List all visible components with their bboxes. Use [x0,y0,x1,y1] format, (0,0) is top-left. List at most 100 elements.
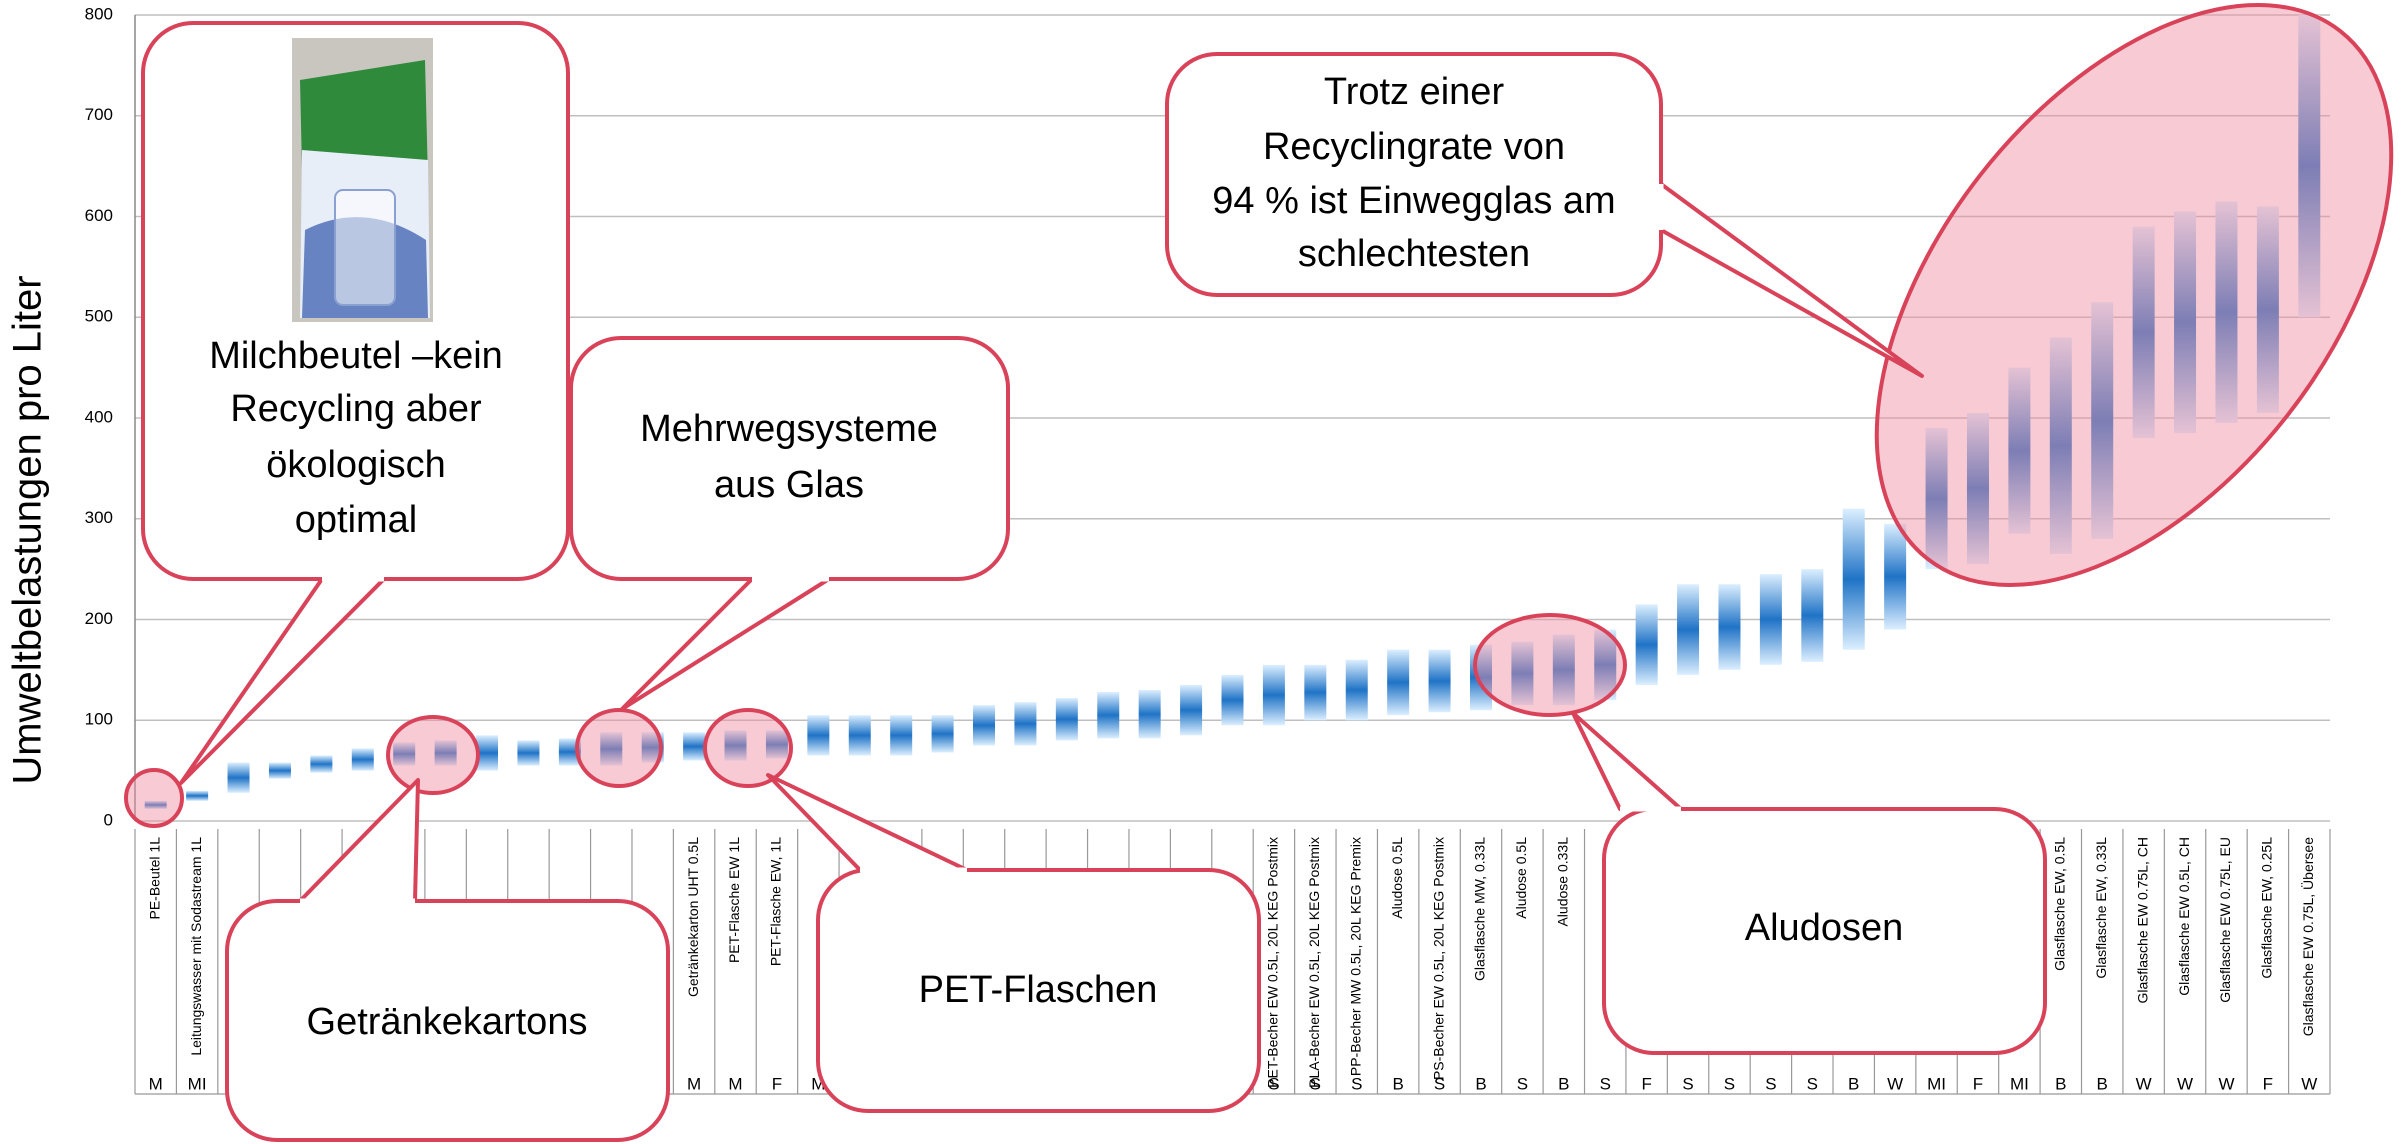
highlight [1473,613,1627,717]
callout-text: schlechtesten [1298,233,1530,275]
y-axis-label: Umweltbelastungen pro Liter [6,275,50,784]
range-bar [1801,569,1824,662]
range-bar [1014,702,1037,746]
y-tick-label: 400 [85,407,113,426]
jug [334,189,396,306]
range-bar [1221,674,1244,726]
range-bar [1966,412,1989,565]
range-bar [2049,337,2072,555]
range-bar [890,715,913,756]
group-label: F [1641,1074,1651,1093]
range-bar [144,800,167,809]
x-tick-label: Glasflasche EW, 0.25L [2259,837,2275,979]
group-label: W [2136,1074,2152,1093]
x-tick-label: Leitungswasser mit Sodastream 1L [188,837,204,1056]
callout-box [1602,807,2047,1055]
range-bar [1097,692,1120,739]
highlight [386,715,480,795]
x-tick-label: PLA-Becher EW 0.5L, 20L KEG Postmix [1306,837,1322,1088]
highlight [703,708,793,788]
range-bar [1055,698,1078,741]
highlight [124,768,184,828]
callout-text: PET-Flaschen [919,969,1158,1011]
group-label: W [2301,1074,2317,1093]
x-tick-label: PET-Becher EW 0.5L, 20L KEG Postmix [1265,837,1281,1088]
group-label: F [2263,1074,2273,1093]
x-tick-label: Aludose 0.5L [1513,837,1529,919]
group-label: MI [188,1074,207,1093]
y-tick-label: 300 [85,508,113,527]
callout: Mehrwegsysteme aus Glas [569,336,1010,711]
x-tick-label: PP-Becher MW 0.5L, 20L KEG Premix [1347,837,1363,1076]
callout: PET-Flaschen [766,773,1261,1113]
callout-text: Trotz einer [1324,71,1505,113]
callout: Aludosen [1571,711,2047,1055]
callout-text: ökologisch [266,444,446,486]
callout-text: optimal [295,499,418,541]
milk-bag-photo [292,38,433,322]
range-bar [186,790,209,801]
range-bar [1387,649,1410,716]
x-tick-label: Glasflasche EW 0.5L, CH [2176,837,2192,996]
range-bar [1842,508,1865,650]
range-bar [1552,634,1575,706]
callout-text: Recycling aber [230,388,482,430]
range-bar [310,755,333,773]
range-bar [1594,629,1617,701]
callout-pointer [1571,711,1683,811]
group-label: W [1887,1074,1903,1093]
highlight [575,708,663,788]
range-bar [1345,659,1368,721]
group-label: MI [2010,1074,2029,1093]
y-tick-label: 200 [85,609,113,628]
x-tick-label: Glasflasche EW, 0.33L [2093,837,2109,979]
callout-text: aus Glas [714,464,864,506]
range-bar [1304,664,1327,721]
callout-box [1165,52,1663,297]
group-label: M [149,1074,163,1093]
range-bar [848,715,871,756]
range-bar [1428,649,1451,713]
range-bar [600,732,623,766]
callout-box [816,868,1261,1113]
range-bar [1511,641,1534,706]
range-bar [2215,201,2238,424]
range-bar [1635,604,1658,685]
bag-top [300,60,428,180]
group-label: S [1434,1074,1445,1093]
callout-box [225,899,670,1142]
group-label: MI [1927,1074,1946,1093]
range-bar [2298,15,2321,318]
group-label: W [2218,1074,2234,1093]
range-bar [807,715,830,756]
range-bar [2132,226,2155,439]
group-label: S [1682,1074,1693,1093]
group-label: S [1351,1074,1362,1093]
group-label: S [1517,1074,1528,1093]
group-label: M [687,1074,701,1093]
range-bar [227,762,250,793]
range-bar [765,730,788,759]
range-bar [351,748,374,771]
callout-text: 94 % ist Einwegglas am [1212,180,1615,222]
range-bar [1262,664,1285,726]
y-tick-label: 600 [85,206,113,225]
x-tick-label: PET-Flasche EW 1L [726,837,742,963]
x-tick-label: PET-Flasche EW, 1L [768,837,784,966]
group-label: W [2177,1074,2193,1093]
group-label: F [1973,1074,1983,1093]
callout-pointer [1659,182,1924,378]
range-bar [1759,574,1782,665]
range-bar [1884,523,1907,630]
range-bar [683,732,706,761]
group-label: M [728,1074,742,1093]
group-label: B [1392,1074,1403,1093]
y-tick-label: 0 [104,810,113,829]
range-bar [2174,211,2197,434]
group-label: S [1268,1074,1279,1093]
callout: Trotz einer Recyclingrate von 94 % ist Ein… [1165,52,1924,378]
callout-pointer [298,778,420,903]
y-tick-label: 800 [85,4,113,23]
group-label: B [2097,1074,2108,1093]
